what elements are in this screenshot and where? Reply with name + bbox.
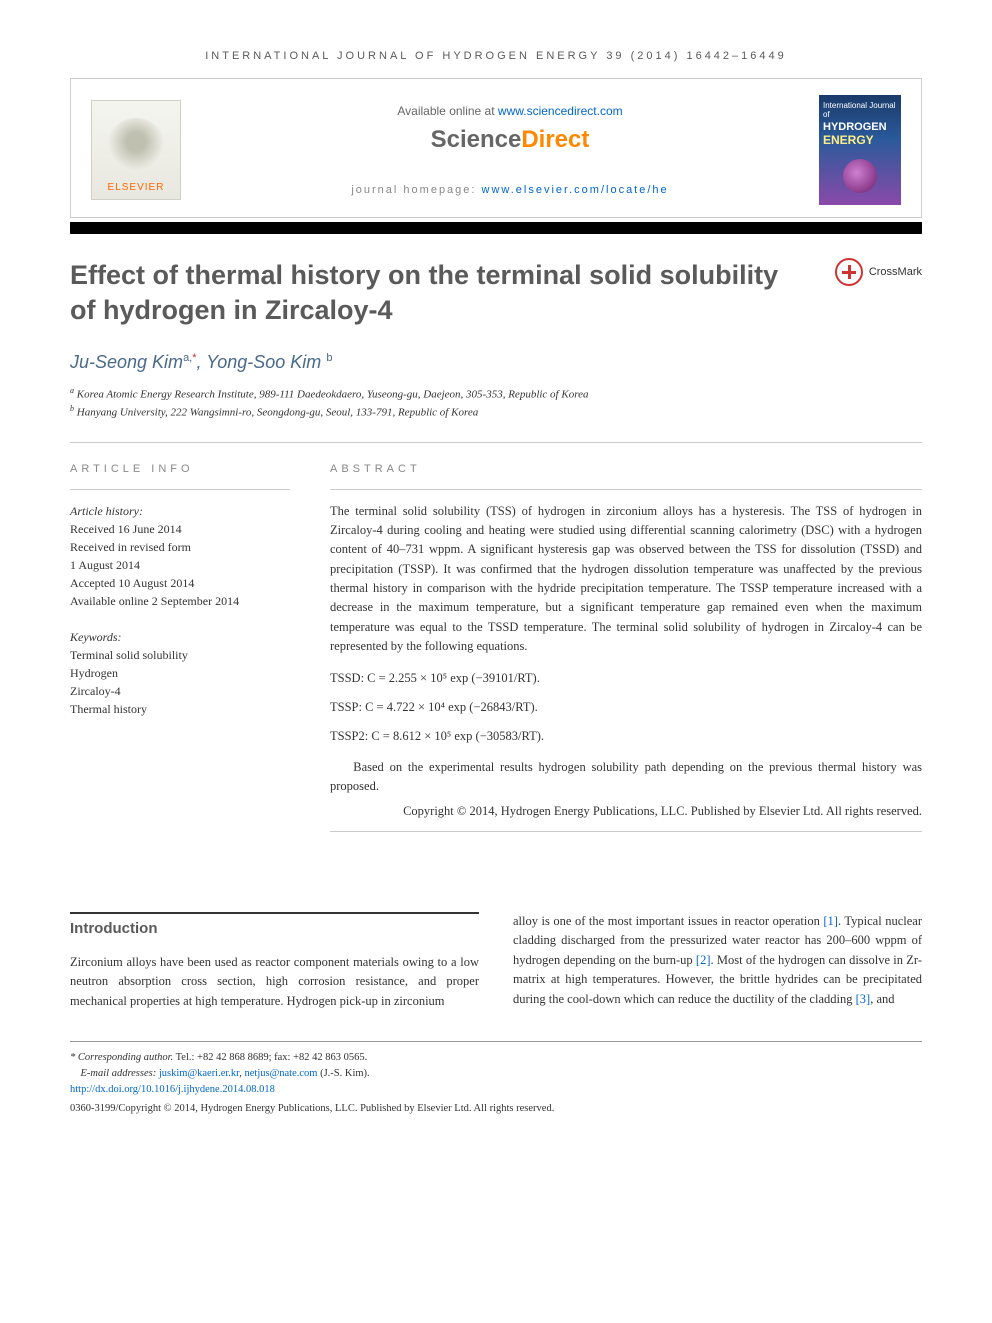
- article-info-column: ARTICLE INFO Article history: Received 1…: [70, 463, 290, 853]
- intro-text-right: alloy is one of the most important issue…: [513, 912, 922, 1009]
- header-center: Available online at www.sciencedirect.co…: [201, 104, 819, 196]
- abstract-bottom-divider: [330, 831, 922, 832]
- cover-energy-text: ENERGY: [823, 133, 897, 147]
- journal-homepage-line: journal homepage: www.elsevier.com/locat…: [201, 184, 819, 196]
- article-title: Effect of thermal history on the termina…: [70, 258, 835, 328]
- affiliation-a: a Korea Atomic Energy Research Institute…: [70, 385, 922, 403]
- ref-link-3[interactable]: [3]: [856, 992, 871, 1006]
- footer-copyright: 0360-3199/Copyright © 2014, Hydrogen Ene…: [70, 1101, 922, 1117]
- ref-link-1[interactable]: [1]: [823, 914, 838, 928]
- corresponding-author-line: * Corresponding author. Tel.: +82 42 868…: [70, 1050, 922, 1066]
- journal-cover-thumbnail: International Journal of HYDROGEN ENERGY: [819, 95, 901, 205]
- cover-subtitle: International Journal of: [823, 101, 897, 119]
- intro-column-right: alloy is one of the most important issue…: [513, 912, 922, 1011]
- email-link-1[interactable]: juskim@kaeri.er.kr: [159, 1068, 239, 1079]
- sciencedirect-logo: ScienceDirect: [201, 126, 819, 154]
- history-revised-2: 1 August 2014: [70, 556, 290, 574]
- ref-link-2[interactable]: [2]: [696, 953, 711, 967]
- abstract-conclusion: Based on the experimental results hydrog…: [330, 758, 922, 797]
- keyword-4: Thermal history: [70, 700, 290, 718]
- publisher-header-box: ELSEVIER Available online at www.science…: [70, 78, 922, 218]
- corr-label-text: * Corresponding author.: [70, 1052, 173, 1063]
- divider-top: [70, 442, 922, 443]
- abstract-conclusion-text: Based on the experimental results hydrog…: [330, 760, 922, 793]
- author-2-name: Yong-Soo Kim: [206, 352, 321, 372]
- article-history-block: Article history: Received 16 June 2014 R…: [70, 502, 290, 610]
- history-received: Received 16 June 2014: [70, 520, 290, 538]
- elsevier-logo: ELSEVIER: [91, 100, 181, 200]
- abstract-copyright: Copyright © 2014, Hydrogen Energy Public…: [330, 802, 922, 821]
- corr-label: * Corresponding author.: [70, 1052, 173, 1063]
- elsevier-tree-icon: [106, 118, 166, 178]
- author-list: Ju-Seong Kima,*, Yong-Soo Kim b: [70, 352, 922, 373]
- history-revised-1: Received in revised form: [70, 538, 290, 556]
- author-1-name: Ju-Seong Kim: [70, 352, 183, 372]
- author-1-affil-sup: a,: [183, 352, 192, 364]
- sciencedirect-link[interactable]: www.sciencedirect.com: [498, 104, 623, 118]
- elsevier-label: ELSEVIER: [108, 182, 165, 193]
- abstract-heading: ABSTRACT: [330, 463, 922, 475]
- article-info-heading: ARTICLE INFO: [70, 463, 290, 475]
- intro-p1: alloy is one of the most important issue…: [513, 914, 823, 928]
- page-footer: * Corresponding author. Tel.: +82 42 868…: [70, 1041, 922, 1117]
- journal-homepage-link[interactable]: www.elsevier.com/locate/he: [482, 184, 669, 196]
- info-divider: [70, 489, 290, 490]
- affil-b-text: Hanyang University, 222 Wangsimni-ro, Se…: [74, 407, 478, 419]
- history-label: Article history:: [70, 502, 290, 520]
- abstract-body: The terminal solid solubility (TSS) of h…: [330, 502, 922, 657]
- cover-hydrogen-text: HYDROGEN: [823, 121, 897, 133]
- cover-graphic-icon: [843, 159, 877, 193]
- crossmark-icon: [835, 258, 863, 286]
- history-accepted: Accepted 10 August 2014: [70, 574, 290, 592]
- equation-tssp2: TSSP2: C = 8.612 × 10⁵ exp (−30583/RT).: [330, 729, 922, 744]
- author-2-affil-sup: b: [326, 352, 332, 364]
- keyword-1: Terminal solid solubility: [70, 646, 290, 664]
- author-separator: ,: [197, 352, 207, 372]
- introduction-heading: Introduction: [70, 912, 479, 937]
- email-line: E-mail addresses: juskim@kaeri.er.kr, ne…: [70, 1066, 922, 1082]
- abstract-divider: [330, 489, 922, 490]
- header-black-bar: [70, 222, 922, 234]
- keyword-2: Hydrogen: [70, 664, 290, 682]
- affiliation-b: b Hanyang University, 222 Wangsimni-ro, …: [70, 403, 922, 421]
- affiliations-block: a Korea Atomic Energy Research Institute…: [70, 385, 922, 421]
- available-online-text: Available online at www.sciencedirect.co…: [201, 104, 819, 118]
- intro-p4: , and: [870, 992, 894, 1006]
- affil-a-text: Korea Atomic Energy Research Institute, …: [74, 389, 588, 401]
- doi-link[interactable]: http://dx.doi.org/10.1016/j.ijhydene.201…: [70, 1082, 922, 1098]
- corr-contact: Tel.: +82 42 868 8689; fax: +82 42 863 0…: [173, 1052, 367, 1063]
- email-label: E-mail addresses:: [81, 1068, 159, 1079]
- intro-column-left: Introduction Zirconium alloys have been …: [70, 912, 479, 1011]
- equation-tssd: TSSD: C = 2.255 × 10⁵ exp (−39101/RT).: [330, 671, 922, 686]
- keywords-label: Keywords:: [70, 628, 290, 646]
- sd-science-text: Science: [431, 126, 522, 153]
- email-link-2[interactable]: netjus@nate.com: [245, 1068, 318, 1079]
- introduction-section: Introduction Zirconium alloys have been …: [70, 912, 922, 1011]
- crossmark-badge[interactable]: CrossMark: [835, 258, 922, 286]
- keywords-block: Keywords: Terminal solid solubility Hydr…: [70, 628, 290, 718]
- journal-citation-header: INTERNATIONAL JOURNAL OF HYDROGEN ENERGY…: [70, 50, 922, 62]
- keyword-3: Zircaloy-4: [70, 682, 290, 700]
- abstract-column: ABSTRACT The terminal solid solubility (…: [330, 463, 922, 853]
- history-online: Available online 2 September 2014: [70, 592, 290, 610]
- crossmark-label: CrossMark: [869, 266, 922, 278]
- intro-text-left: Zirconium alloys have been used as react…: [70, 953, 479, 1011]
- available-prefix: Available online at: [397, 104, 498, 118]
- sd-direct-text: Direct: [521, 126, 589, 153]
- email-suffix: (J.-S. Kim).: [317, 1068, 369, 1079]
- homepage-prefix: journal homepage:: [351, 184, 481, 196]
- equation-tssp: TSSP: C = 4.722 × 10⁴ exp (−26843/RT).: [330, 700, 922, 715]
